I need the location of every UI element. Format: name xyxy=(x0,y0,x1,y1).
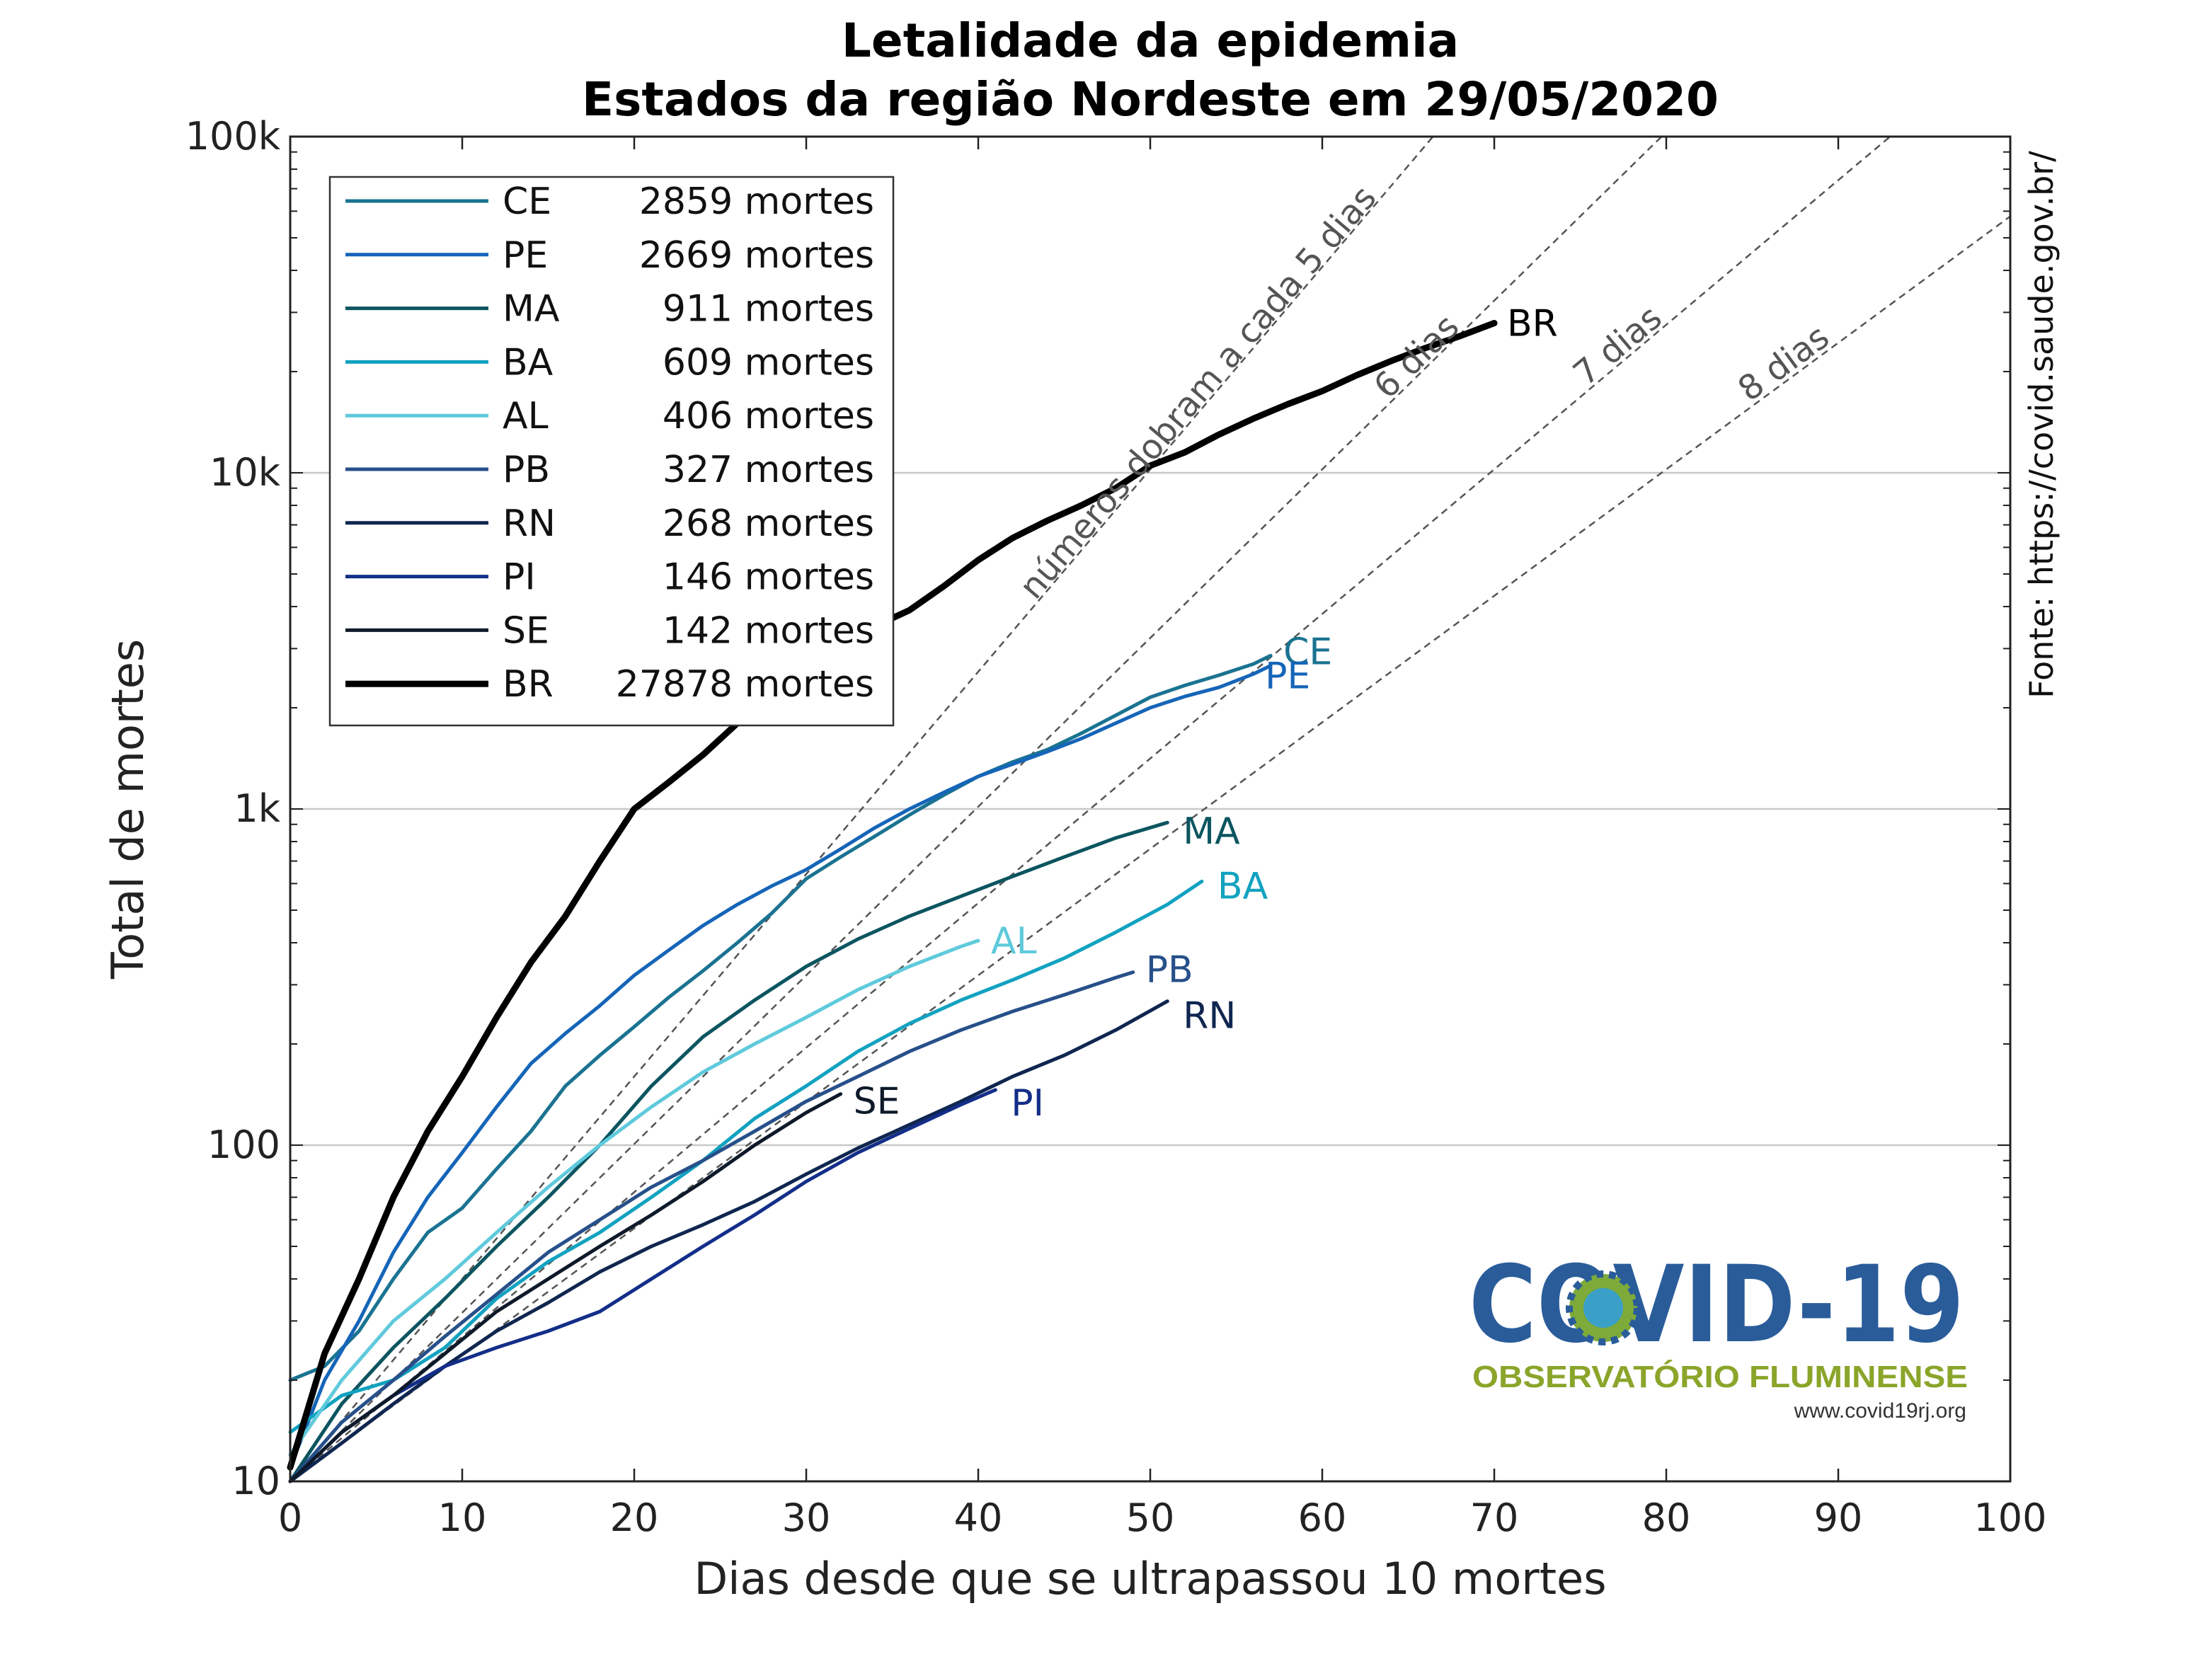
legend-value-br: 27878 mortes xyxy=(616,663,874,706)
series-line-pe xyxy=(288,664,1273,1469)
y-tick-label: 10 xyxy=(231,1459,280,1503)
x-tick-label: 90 xyxy=(1814,1496,1863,1540)
y-tick-label: 100k xyxy=(185,114,281,159)
legend-value-ce: 2859 mortes xyxy=(639,180,874,223)
legend-value-pi: 146 mortes xyxy=(663,556,874,599)
legend-value-pb: 327 mortes xyxy=(663,449,874,491)
legend-name-rn: RN xyxy=(503,503,556,545)
reference-label-8: 8 dias xyxy=(1731,317,1836,409)
end-label-br: BR xyxy=(1507,303,1558,345)
legend-name-pe: PE xyxy=(503,234,548,277)
y-tick-label: 100 xyxy=(207,1123,280,1167)
y-tick-label: 1k xyxy=(234,786,280,831)
series-line-pb xyxy=(288,970,1135,1483)
logo-subtitle: OBSERVATÓRIO FLUMINENSE xyxy=(1472,1359,1968,1394)
series-line-se xyxy=(288,1092,843,1483)
legend-value-ma: 911 mortes xyxy=(663,288,874,331)
legend-name-ma: MA xyxy=(503,288,560,331)
end-label-ma: MA xyxy=(1183,810,1240,853)
end-label-rn: RN xyxy=(1183,995,1236,1038)
legend-name-br: BR xyxy=(503,663,554,706)
series-line-ma xyxy=(288,820,1169,1483)
x-tick-label: 30 xyxy=(782,1496,831,1540)
legend-value-se: 142 mortes xyxy=(663,609,874,652)
reference-line-6-days xyxy=(290,137,1663,1481)
series-line-pi xyxy=(288,1088,997,1483)
logo-title: COVID-19 xyxy=(1469,1244,1964,1367)
end-label-pb: PB xyxy=(1146,949,1193,992)
end-label-ba: BA xyxy=(1217,865,1268,907)
reference-label-6: 6 dias xyxy=(1366,306,1467,406)
x-axis-label: Dias desde que se ultrapassou 10 mortes xyxy=(694,1553,1606,1605)
legend-name-ba: BA xyxy=(503,341,554,384)
reference-label-5: números dobram a cada 5 dias xyxy=(1012,178,1384,607)
end-label-pe: PE xyxy=(1265,655,1310,697)
legend-name-ce: CE xyxy=(503,180,551,223)
x-tick-label: 0 xyxy=(278,1496,302,1540)
legend-value-ba: 609 mortes xyxy=(663,341,874,384)
end-label-pi: PI xyxy=(1011,1082,1044,1125)
series-line-ba xyxy=(288,879,1204,1435)
logo-url: www.covid19rj.org xyxy=(1794,1399,1966,1423)
series-line-al xyxy=(288,938,980,1457)
logo: COVID-19 OBSERVATÓRIO FLUMINENSE www.cov… xyxy=(1469,1244,1968,1423)
end-label-se: SE xyxy=(854,1081,900,1123)
series-lines xyxy=(287,320,1498,1483)
legend-box xyxy=(328,176,895,727)
legend-name-al: AL xyxy=(503,395,549,437)
x-tick-label: 80 xyxy=(1642,1496,1691,1540)
x-tick-label: 100 xyxy=(1973,1496,2046,1540)
legend: CE 2859 mortes PE 2669 mortes MA 911 mortes BA… xyxy=(328,176,895,727)
legend-value-rn: 268 mortes xyxy=(663,503,874,545)
chart-title-line1: Letalidade da epidemia xyxy=(842,13,1459,68)
end-label-al: AL xyxy=(991,920,1037,963)
x-tick-label: 40 xyxy=(954,1496,1003,1540)
reference-line-8-days xyxy=(290,215,2010,1481)
legend-value-pe: 2669 mortes xyxy=(639,234,874,277)
virus-icon-core xyxy=(1583,1288,1623,1328)
x-tick-label: 60 xyxy=(1298,1496,1347,1540)
end-label-ce: CE xyxy=(1283,631,1332,673)
legend-name-se: SE xyxy=(503,609,549,652)
reference-label-7: 7 dias xyxy=(1566,298,1669,394)
legend-name-pb: PB xyxy=(503,449,550,491)
x-tick-label: 10 xyxy=(438,1496,487,1540)
chart-title-line2: Estados da região Nordeste em 29/05/2020 xyxy=(582,72,1719,127)
legend-value-al: 406 mortes xyxy=(663,395,874,437)
y-tick-label: 10k xyxy=(210,450,281,495)
reference-line-7-days xyxy=(290,137,1892,1481)
x-tick-label: 50 xyxy=(1126,1496,1175,1540)
x-tick-label: 20 xyxy=(610,1496,659,1540)
x-tick-label: 70 xyxy=(1470,1496,1519,1540)
source-text: Fonte: https://covid.saude.gov.br/ xyxy=(2022,151,2061,699)
legend-name-pi: PI xyxy=(503,556,536,599)
y-axis-label: Total de mortes xyxy=(102,639,154,980)
series-line-ce xyxy=(288,653,1273,1382)
